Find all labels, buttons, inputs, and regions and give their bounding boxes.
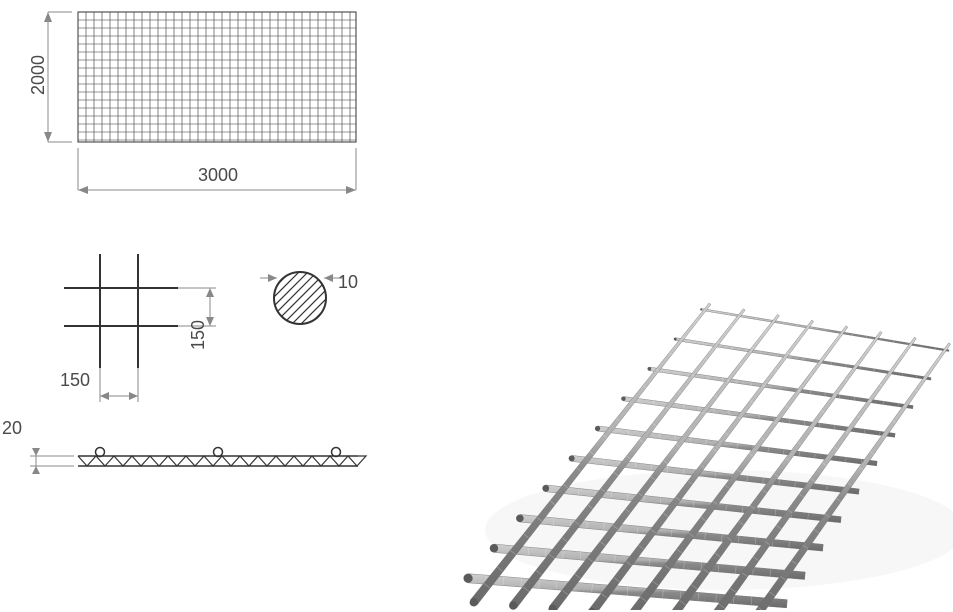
plan-height-label: 2000 [28, 55, 49, 95]
plan-width-label: 3000 [198, 165, 238, 186]
perspective-rebar-mesh [435, 230, 953, 610]
side-thickness-label: 20 [2, 418, 22, 439]
plan-view-grid [0, 0, 400, 220]
detail-x-label: 150 [60, 370, 90, 391]
detail-y-label: 150 [188, 320, 209, 350]
circle-diameter-label: 10 [338, 272, 358, 293]
diagram-container: 2000 3000 150 150 10 20 [0, 0, 953, 612]
side-view [0, 420, 400, 490]
